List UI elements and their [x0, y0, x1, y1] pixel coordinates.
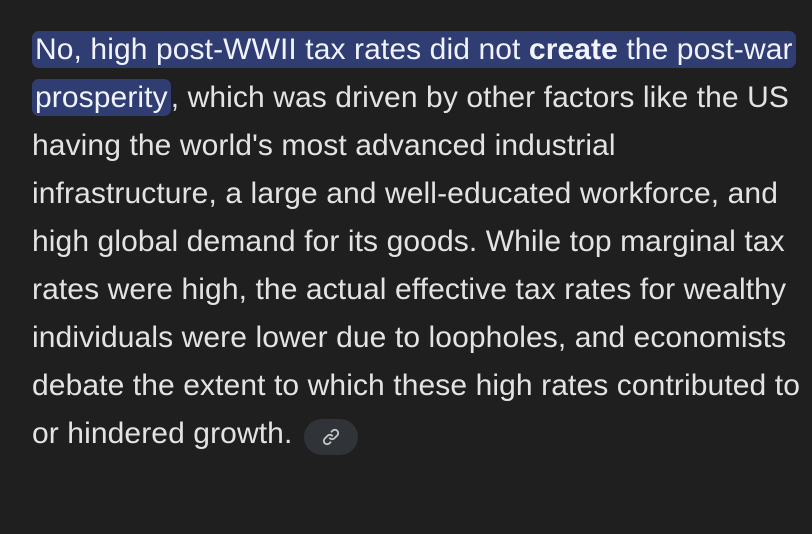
- highlight-text-end: the post-war prosperity: [35, 33, 793, 114]
- highlight-bold-word: create: [528, 33, 618, 66]
- link-icon: [323, 428, 340, 446]
- answer-body-text: , which was driven by other factors like…: [32, 81, 800, 450]
- source-link-button[interactable]: [304, 419, 359, 455]
- highlight-text-start: No, high post-WWII tax rates did not: [35, 33, 529, 66]
- ai-answer-paragraph: No, high post-WWII tax rates did not cre…: [32, 26, 802, 458]
